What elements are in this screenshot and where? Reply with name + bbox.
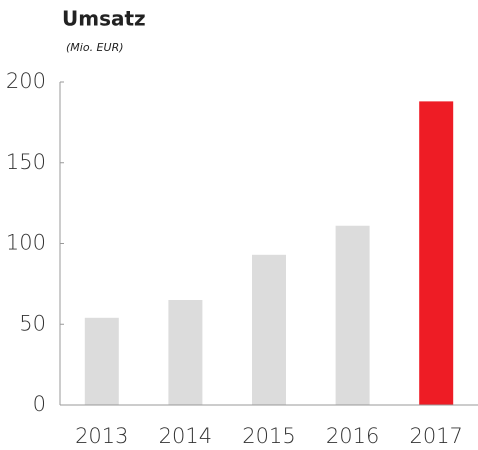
x-tick-label: 2017 <box>409 424 462 448</box>
x-tick-label: 2015 <box>242 424 295 448</box>
bar <box>252 254 286 405</box>
bar <box>335 225 370 405</box>
bar <box>419 101 454 405</box>
y-tick-label: 50 <box>19 311 46 335</box>
y-tick-label: 0 <box>33 392 46 416</box>
y-tick-label: 100 <box>6 231 46 255</box>
x-tick-label: 2013 <box>75 424 128 448</box>
chart-title: Umsatz <box>62 7 146 31</box>
bar <box>168 300 203 405</box>
y-tick-label: 200 <box>6 69 46 93</box>
chart-subtitle: (Mio. EUR) <box>66 41 124 54</box>
y-tick-label: 150 <box>6 150 46 174</box>
bar <box>84 317 119 405</box>
x-tick-label: 2016 <box>326 424 379 448</box>
x-tick-label: 2014 <box>159 424 212 448</box>
